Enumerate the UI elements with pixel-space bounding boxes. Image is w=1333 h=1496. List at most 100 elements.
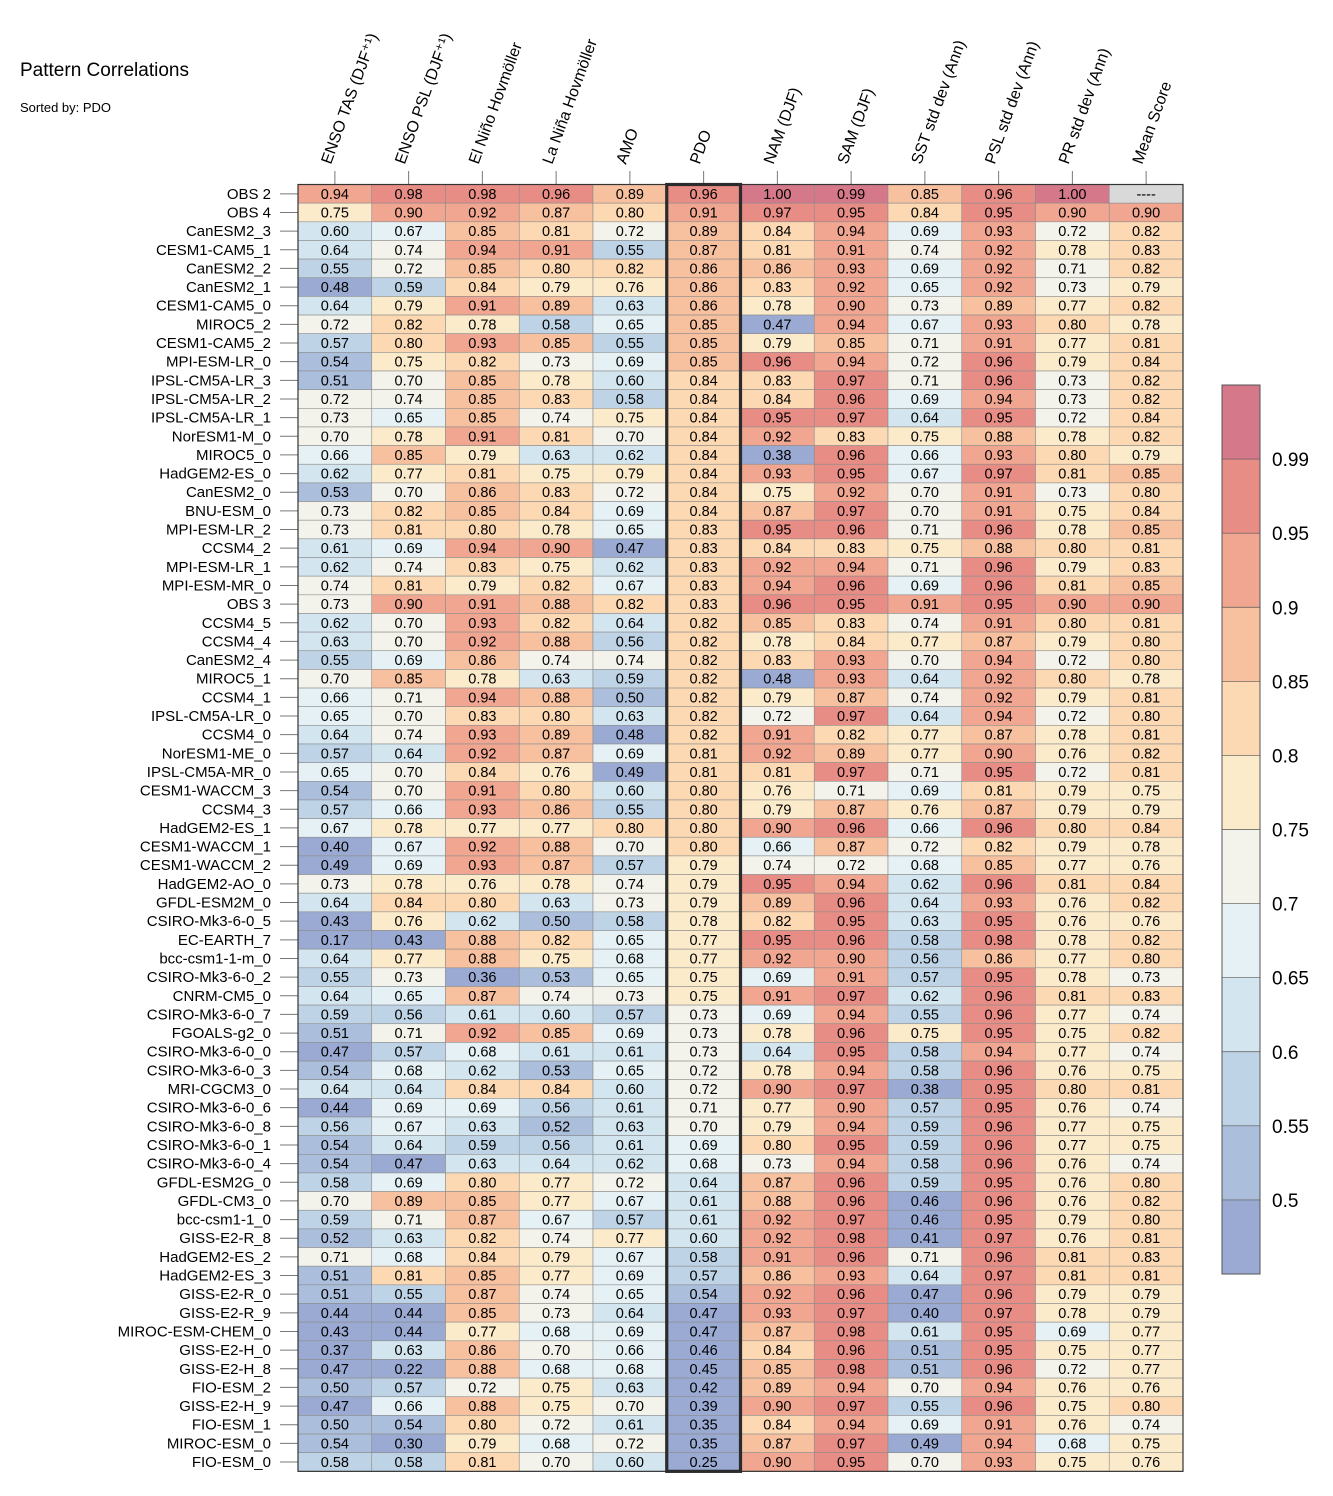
cell-value-label: 0.80 [1132, 951, 1160, 967]
cell-value-label: 0.83 [1132, 243, 1160, 259]
cell-value-label: 0.89 [616, 187, 644, 203]
cell-value-label: 0.70 [542, 1455, 570, 1471]
cell-value-label: 0.96 [837, 933, 865, 949]
cell-value-label: 0.76 [1132, 914, 1160, 930]
cell-value-label: 0.87 [837, 690, 865, 706]
cell-value-label: 0.76 [1058, 1175, 1086, 1191]
cell-value-label: 0.69 [395, 1101, 423, 1117]
cell-value-label: 0.75 [911, 429, 939, 445]
cell-value-label: 0.77 [1058, 1138, 1086, 1154]
cell-value-label: 0.92 [468, 840, 496, 856]
cell-value-label: 0.73 [690, 1026, 718, 1042]
cell-value-label: 0.75 [1132, 784, 1160, 800]
cell-value-label: 0.91 [837, 243, 865, 259]
cell-value-label: 0.54 [321, 1436, 349, 1452]
cell-value-label: 0.84 [763, 392, 791, 408]
cell-value-label: 0.83 [690, 578, 718, 594]
row-label: CSIRO-Mk3-6-0_0 [147, 1044, 271, 1061]
cell-value-label: 0.45 [690, 1362, 718, 1378]
cell-value-label: 0.95 [837, 1045, 865, 1061]
cell-value-label: 0.77 [1132, 1362, 1160, 1378]
cell-value-label: 0.82 [1132, 933, 1160, 949]
cell-value-label: 0.82 [690, 634, 718, 650]
cell-value-label: 0.93 [985, 448, 1013, 464]
cell-value-label: 0.72 [1058, 1362, 1086, 1378]
cell-value-label: 0.98 [395, 187, 423, 203]
cell-value-label: 0.89 [763, 896, 791, 912]
row-label: CESM1-WACCM_2 [140, 857, 271, 874]
cell-value-label: 1.00 [1058, 187, 1086, 203]
cell-value-label: 0.76 [911, 802, 939, 818]
cell-value-label: 0.82 [690, 690, 718, 706]
cell-value-label: 0.98 [837, 1362, 865, 1378]
row-label: IPSL-CM5A-LR_1 [151, 410, 271, 427]
cell-value-label: 0.96 [985, 877, 1013, 893]
cell-value-label: 0.84 [1132, 355, 1160, 371]
cell-value-label: 0.66 [395, 1399, 423, 1415]
cell-value-label: 0.95 [837, 205, 865, 221]
cell-value-label: 0.78 [1058, 523, 1086, 539]
cell-value-label: 0.97 [985, 1269, 1013, 1285]
cell-value-label: 0.72 [763, 709, 791, 725]
cell-value-label: 0.70 [911, 653, 939, 669]
cell-value-label: 0.91 [763, 1250, 791, 1266]
cell-value-label: 0.72 [468, 1380, 496, 1396]
cell-value-label: 0.94 [837, 1007, 865, 1023]
cell-value-label: 0.61 [690, 1213, 718, 1229]
colorbar-tick-label: 0.55 [1272, 1117, 1309, 1138]
cell-value-label: 0.77 [1058, 299, 1086, 315]
row-label: GFDL-ESM2G_0 [157, 1174, 271, 1191]
cell-value-label: 0.96 [763, 597, 791, 613]
chart-subtitle: Sorted by: PDO [20, 100, 112, 115]
cell-value-label: 0.65 [395, 989, 423, 1005]
cell-value-label: 0.82 [1132, 392, 1160, 408]
cell-value-label: 0.47 [911, 1287, 939, 1303]
cell-value-label: 0.70 [690, 1119, 718, 1135]
cell-value-label: 0.95 [837, 597, 865, 613]
cell-value-label: 0.79 [1058, 802, 1086, 818]
cell-value-label: 0.80 [395, 336, 423, 352]
cell-value-label: 0.93 [837, 672, 865, 688]
cell-value-label: 0.63 [395, 1231, 423, 1247]
cell-value-label: 0.69 [911, 578, 939, 594]
cell-value-label: 0.85 [690, 317, 718, 333]
cell-value-label: 0.80 [468, 1418, 496, 1434]
cell-value-label: 0.98 [837, 1324, 865, 1340]
cell-value-label: 0.82 [542, 578, 570, 594]
cell-value-label: 0.74 [1132, 1101, 1160, 1117]
cell-value-label: 0.96 [985, 821, 1013, 837]
cell-value-label: 0.77 [911, 746, 939, 762]
cell-value-label: 0.90 [395, 205, 423, 221]
cell-value-label: 0.90 [763, 1455, 791, 1471]
cell-value-label: 0.87 [985, 802, 1013, 818]
cell-value-label: 0.50 [542, 914, 570, 930]
cell-value-label: 0.87 [763, 1436, 791, 1452]
column-headers: ENSO TAS (DJF⁺¹) ENSO PSL (DJF⁺¹) El Niño … [319, 31, 1176, 166]
cell-value-label: 0.65 [321, 765, 349, 781]
cell-value-label: 0.73 [1058, 280, 1086, 296]
cell-value-label: 0.78 [763, 1026, 791, 1042]
cell-value-label: 0.94 [468, 690, 496, 706]
cell-value-label: 0.97 [837, 1082, 865, 1098]
cell-value-label: 0.94 [985, 653, 1013, 669]
cell-value-label: 0.57 [616, 858, 644, 874]
cell-value-label: 0.73 [690, 1045, 718, 1061]
cell-value-label: 0.47 [763, 317, 791, 333]
cell-value-label: 0.70 [321, 672, 349, 688]
column-header: PSL std dev (Ann) [982, 39, 1042, 166]
cell-value-label: 0.96 [837, 896, 865, 912]
row-label: NorESM1-M_0 [172, 428, 271, 445]
cell-value-label: 0.79 [1058, 634, 1086, 650]
cell-value-label: 0.50 [616, 690, 644, 706]
cell-value-label: 0.68 [542, 1436, 570, 1452]
cell-value-label: 0.65 [616, 1287, 644, 1303]
cell-value-label: 0.80 [542, 709, 570, 725]
cell-value-label: 0.97 [837, 1213, 865, 1229]
cell-value-label: 0.62 [616, 1157, 644, 1173]
column-header: SST std dev (Ann) [909, 38, 970, 166]
cell-value-label: 0.73 [1058, 392, 1086, 408]
cell-value-label: 0.58 [542, 317, 570, 333]
cell-value-label: 0.73 [690, 1007, 718, 1023]
cell-value-label: 0.94 [837, 877, 865, 893]
column-header: Mean Score [1130, 79, 1176, 166]
